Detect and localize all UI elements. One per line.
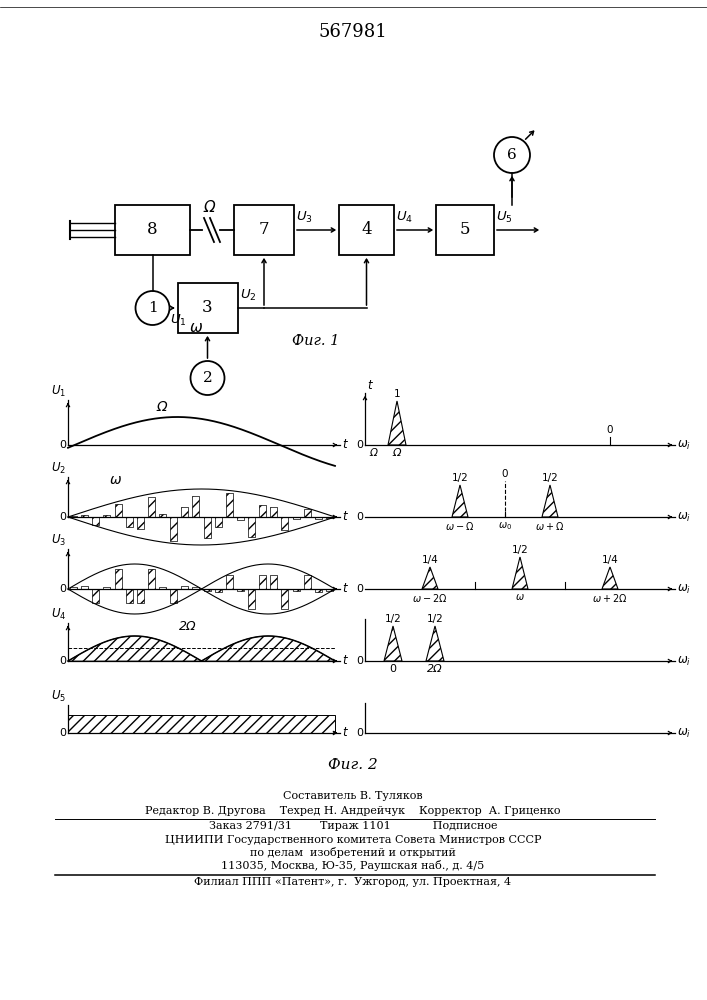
Text: ω: ω <box>189 320 202 335</box>
Text: 1/2: 1/2 <box>452 473 468 483</box>
Text: 567981: 567981 <box>319 23 387 41</box>
Text: по делам  изобретений и открытий: по делам изобретений и открытий <box>250 847 456 858</box>
Text: $U_2$: $U_2$ <box>51 461 66 476</box>
Text: 0: 0 <box>59 512 66 522</box>
Text: Ω: Ω <box>156 400 167 414</box>
Polygon shape <box>542 485 558 517</box>
Text: 8: 8 <box>147 222 158 238</box>
Text: 1/2: 1/2 <box>542 473 559 483</box>
Polygon shape <box>602 567 618 589</box>
Text: 0: 0 <box>356 440 363 450</box>
Text: t: t <box>342 726 346 740</box>
Text: $U_2$: $U_2$ <box>240 288 257 303</box>
Text: 5: 5 <box>460 222 470 238</box>
Text: t: t <box>342 438 346 452</box>
Text: Редактор В. Другова    Техред Н. Андрейчук    Корректор  А. Гриценко: Редактор В. Другова Техред Н. Андрейчук … <box>145 806 561 816</box>
Text: $\omega_i$: $\omega_i$ <box>677 726 691 740</box>
Text: $U_5$: $U_5$ <box>496 210 513 225</box>
Text: 1/2: 1/2 <box>426 614 443 624</box>
Text: $\omega-\Omega$: $\omega-\Omega$ <box>445 520 474 532</box>
Text: t: t <box>342 582 346 595</box>
Polygon shape <box>426 626 444 661</box>
Text: 113035, Москва, Ю-35, Раушская наб., д. 4/5: 113035, Москва, Ю-35, Раушская наб., д. … <box>221 860 484 871</box>
Text: $\omega_0$: $\omega_0$ <box>498 520 512 532</box>
Text: Ω: Ω <box>393 448 402 458</box>
Text: t: t <box>367 379 372 392</box>
Text: $\omega+\Omega$: $\omega+\Omega$ <box>535 520 565 532</box>
Polygon shape <box>512 557 528 589</box>
Text: 1: 1 <box>394 389 400 399</box>
Polygon shape <box>384 626 402 661</box>
Text: $\omega_i$: $\omega_i$ <box>677 654 691 668</box>
Text: ω: ω <box>110 473 122 487</box>
Text: $U_1$: $U_1$ <box>51 384 66 399</box>
Text: 0: 0 <box>356 512 363 522</box>
Bar <box>339 205 394 255</box>
Text: ЦНИИПИ Государственного комитета Совета Министров СССР: ЦНИИПИ Государственного комитета Совета … <box>165 835 542 845</box>
Text: 0: 0 <box>607 425 613 435</box>
Bar <box>68 715 335 733</box>
Text: 2Ω: 2Ω <box>427 664 443 674</box>
Polygon shape <box>388 401 406 445</box>
Text: t: t <box>342 654 346 668</box>
Text: $\omega_i$: $\omega_i$ <box>677 510 691 524</box>
Text: 7: 7 <box>259 222 269 238</box>
Text: $U_4$: $U_4$ <box>396 210 413 225</box>
Text: 6: 6 <box>507 148 517 162</box>
Text: $U_4$: $U_4$ <box>51 607 66 622</box>
Text: 1/4: 1/4 <box>421 555 438 565</box>
Text: Фиг. 2: Фиг. 2 <box>328 758 378 772</box>
Text: Составитель В. Туляков: Составитель В. Туляков <box>284 791 423 801</box>
Text: $\omega_i$: $\omega_i$ <box>677 582 691 596</box>
Bar <box>234 205 294 255</box>
Text: 2Ω: 2Ω <box>180 620 197 633</box>
Bar <box>115 205 190 255</box>
Text: $\omega-2\Omega$: $\omega-2\Omega$ <box>412 592 448 604</box>
Text: $\omega_i$: $\omega_i$ <box>677 438 691 452</box>
Polygon shape <box>452 485 468 517</box>
Text: 0: 0 <box>59 584 66 594</box>
Text: Ω: Ω <box>203 200 215 215</box>
Text: 1: 1 <box>148 301 158 315</box>
Text: 0: 0 <box>502 469 508 479</box>
Text: $U_5$: $U_5$ <box>51 689 66 704</box>
Text: 2: 2 <box>203 371 212 385</box>
Text: 0: 0 <box>390 664 397 674</box>
Text: 0: 0 <box>356 728 363 738</box>
Text: 1/4: 1/4 <box>602 555 619 565</box>
Text: 0: 0 <box>59 440 66 450</box>
Text: 1/2: 1/2 <box>512 545 528 555</box>
Text: 0: 0 <box>59 656 66 666</box>
Text: $U_1$: $U_1$ <box>170 313 187 328</box>
Text: $U_3$: $U_3$ <box>296 210 312 225</box>
Bar <box>177 283 238 333</box>
Text: 4: 4 <box>361 222 372 238</box>
Text: 0: 0 <box>356 656 363 666</box>
Bar <box>436 205 494 255</box>
Text: $U_3$: $U_3$ <box>51 533 66 548</box>
Text: $\omega+2\Omega$: $\omega+2\Omega$ <box>592 592 628 604</box>
Text: Ω: Ω <box>369 448 377 458</box>
Text: 0: 0 <box>59 728 66 738</box>
Text: Фиг. 1: Фиг. 1 <box>293 334 340 348</box>
Text: 1/2: 1/2 <box>385 614 402 624</box>
Polygon shape <box>422 567 438 589</box>
Text: Заказ 2791/31        Тираж 1101            Подписное: Заказ 2791/31 Тираж 1101 Подписное <box>209 821 497 831</box>
Text: $\omega$: $\omega$ <box>515 592 525 602</box>
Text: Филиал ППП «Патент», г.  Ужгород, ул. Проектная, 4: Филиал ППП «Патент», г. Ужгород, ул. Про… <box>194 877 512 887</box>
Text: t: t <box>342 510 346 524</box>
Text: 3: 3 <box>202 300 213 316</box>
Text: 0: 0 <box>356 584 363 594</box>
